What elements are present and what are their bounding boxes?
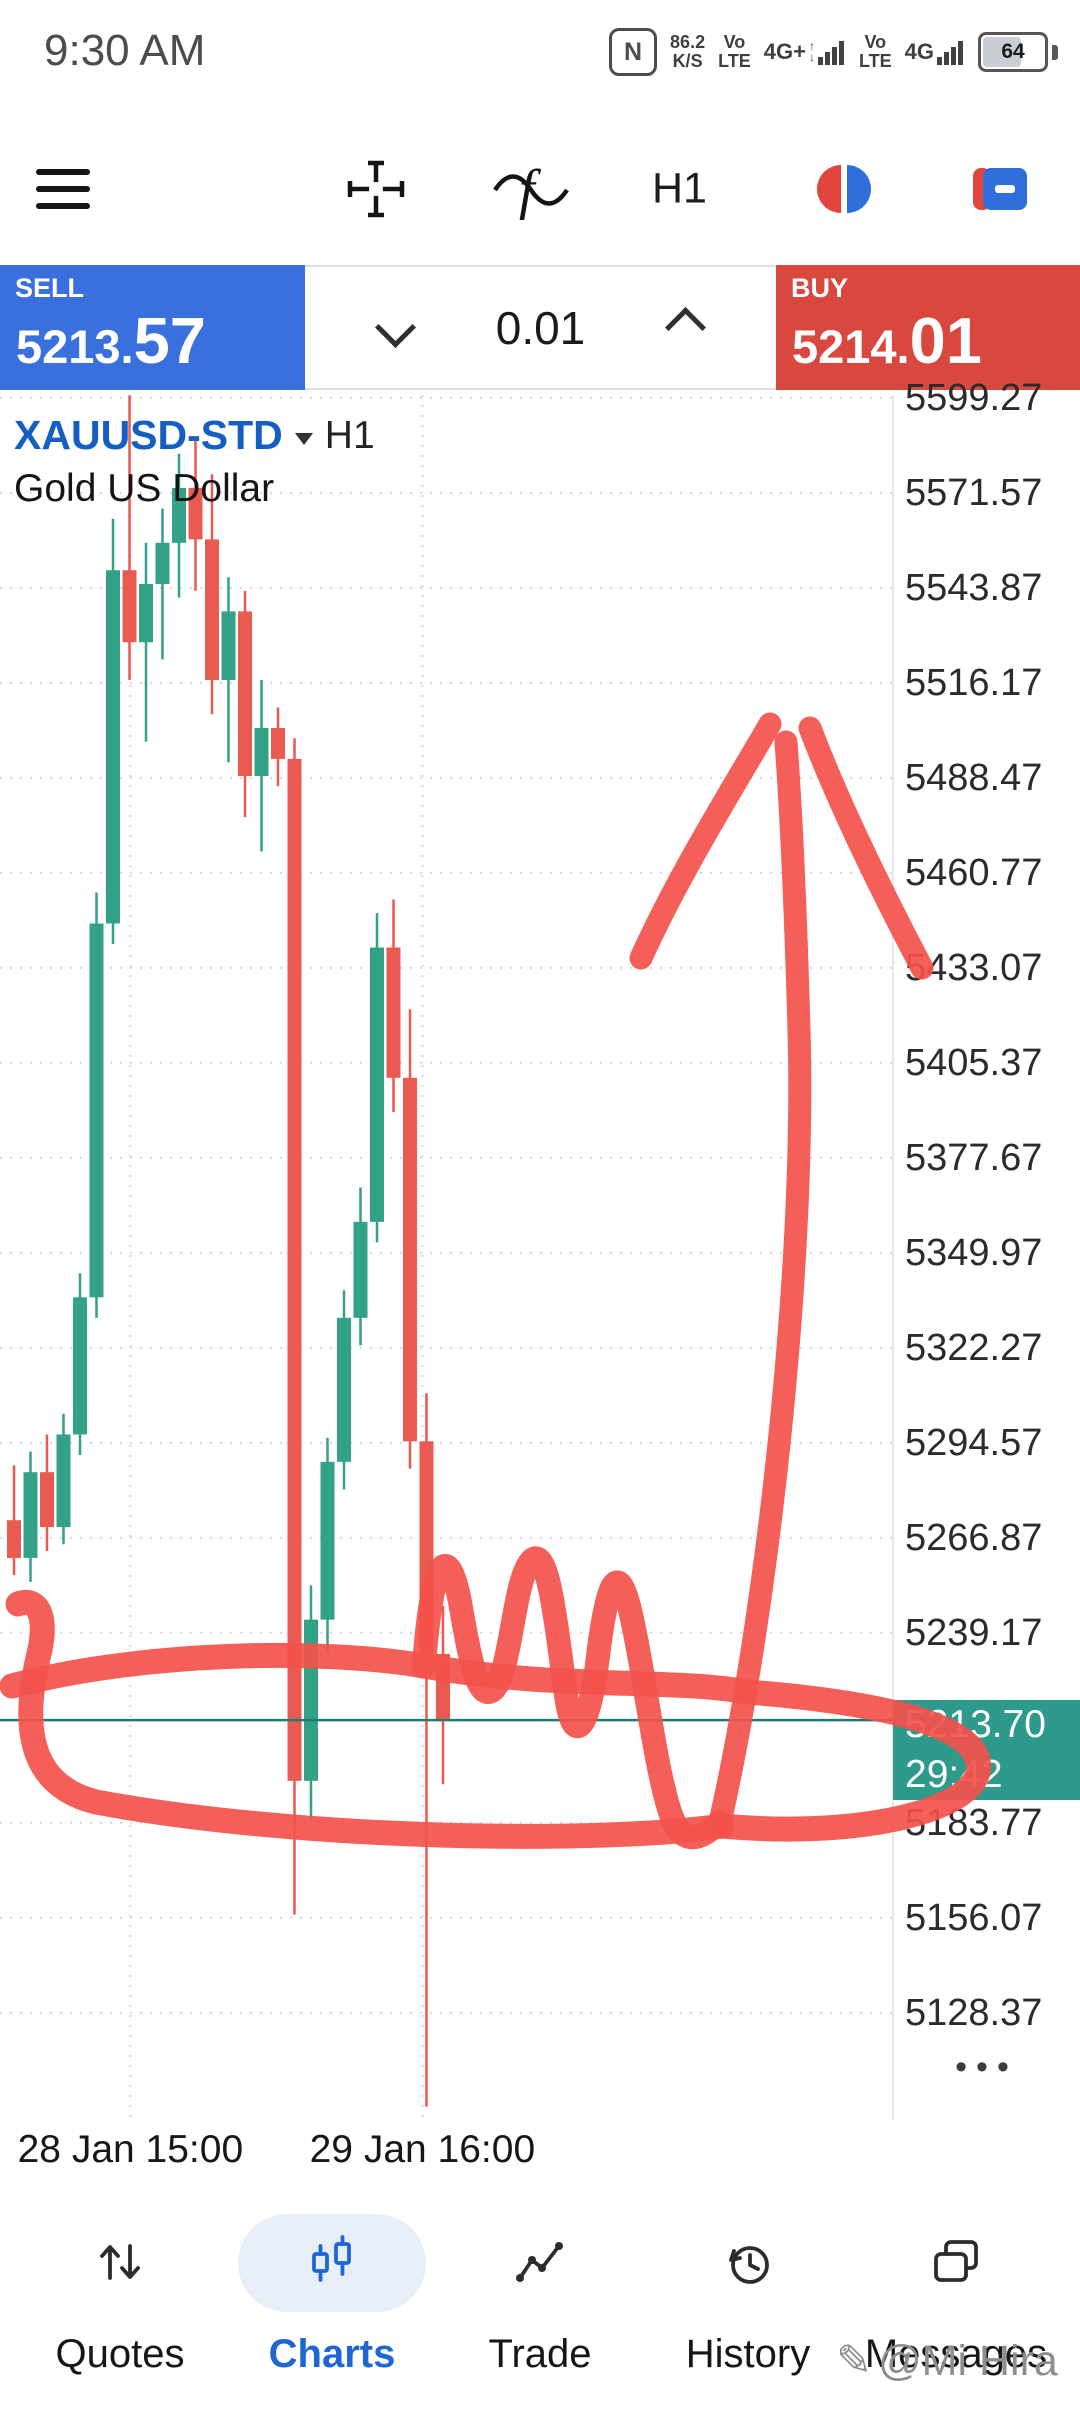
nfc-letter: N [624, 37, 643, 66]
active-tab-pill [238, 2214, 426, 2312]
price-axis-label: 5488.47 [905, 756, 1043, 799]
price-axis-label: 5128.37 [905, 1991, 1043, 2034]
sell-button[interactable]: SELL 5213. 57 [0, 265, 305, 390]
price-axis-label: 5239.17 [905, 1611, 1043, 1654]
volume-control: 0.01 [305, 265, 776, 390]
nfc-icon: N [609, 28, 658, 76]
symbol-dropdown-icon[interactable] [294, 432, 313, 445]
battery-icon: 64 [978, 32, 1048, 72]
nav-history[interactable]: History [658, 2180, 838, 2410]
current-price-badge: 5213.70 29:42 [893, 1700, 1080, 1801]
status-time: 9:30 AM [44, 26, 206, 75]
bottom-nav: Quotes Charts Trade [0, 2180, 1080, 2436]
price-axis-label: 5599.27 [905, 376, 1043, 419]
bar-close-countdown: 29:42 [905, 1753, 1003, 1797]
crosshair-button[interactable] [340, 153, 412, 225]
nav-messages[interactable]: Messages [865, 2180, 1047, 2410]
chart-toolbar: f H1 [0, 128, 1080, 250]
symbol-description: Gold US Dollar [14, 467, 275, 510]
price-axis-label: 5405.37 [905, 1041, 1043, 1084]
nav-charts[interactable]: Charts [242, 2180, 422, 2410]
buy-button[interactable]: BUY 5214. 01 [776, 265, 1080, 390]
nav-trade[interactable]: Trade [450, 2180, 630, 2410]
signal-sim1: 4G+ ↑ ↓ [764, 38, 846, 66]
clock-history-icon [729, 2246, 769, 2284]
price-axis-label: 5294.57 [905, 1421, 1043, 1464]
candles-icon [312, 2235, 351, 2282]
volte-sim1-indicator: Vo LTE [718, 32, 751, 71]
symbol-selector[interactable]: XAUUSD-STD [14, 412, 283, 458]
data-activity-icon: ↑ ↓ [808, 39, 815, 64]
network-speed: 86.2 K/S [670, 32, 706, 71]
price-axis-label: 5433.07 [905, 946, 1043, 989]
time-axis: 28 Jan 15:00 29 Jan 16:00 [0, 2122, 893, 2182]
battery-percent: 64 [1001, 40, 1025, 63]
price-axis-label: 5156.07 [905, 1896, 1043, 1939]
pencil-icon: ✎ [836, 2337, 873, 2385]
chart-timeframe-label: H1 [324, 413, 375, 457]
status-bar: 9:30 AM N 86.2 K/S Vo LTE 4G+ ↑ ↓ Vo [0, 0, 1080, 104]
order-panel: SELL 5213. 57 0.01 BUY 5214. 01 [0, 265, 1080, 390]
price-axis-label: 5322.27 [905, 1326, 1043, 1369]
windows-button[interactable] [971, 166, 1029, 212]
chart-header: XAUUSD-STD H1 Gold US Dollar [14, 412, 375, 511]
axis-overflow-ellipsis: ••• [955, 2048, 1018, 2086]
volume-value[interactable]: 0.01 [495, 301, 586, 354]
volte-sim2-indicator: Vo LTE [858, 32, 892, 71]
timeframe-button[interactable]: H1 [652, 164, 707, 213]
signal-sim2: 4G [905, 38, 965, 66]
line-chart-icon [516, 2242, 563, 2282]
menu-button[interactable] [36, 169, 90, 209]
price-axis-label: 5460.77 [905, 851, 1043, 894]
sell-price: 5213. 57 [16, 304, 206, 377]
current-price-value: 5213.70 [905, 1703, 1046, 1747]
time-label: 28 Jan 15:00 [17, 2128, 244, 2171]
sell-label: SELL [15, 273, 85, 303]
price-axis-label: 5571.57 [905, 471, 1043, 514]
watermark: ✎ @Mi Hira [836, 2336, 1058, 2386]
buy-price: 5214. 01 [792, 304, 982, 377]
status-icons: N 86.2 K/S Vo LTE 4G+ ↑ ↓ Vo LTE [609, 0, 1058, 104]
price-axis[interactable]: 5599.27 5571.57 5543.87 5516.17 5488.47 5460.… [893, 377, 1080, 2120]
nav-quotes[interactable]: Quotes [30, 2180, 210, 2410]
arrows-up-down-icon [100, 2244, 140, 2280]
objects-button[interactable] [816, 161, 872, 217]
indicators-button[interactable]: f [493, 156, 569, 222]
signal-bars-icon [937, 41, 963, 65]
price-axis-label: 5377.67 [905, 1136, 1043, 1179]
price-axis-label: 5266.87 [905, 1516, 1043, 1559]
price-axis-label: 5349.97 [905, 1231, 1043, 1274]
price-axis-label: 5183.77 [905, 1801, 1043, 1844]
time-label: 29 Jan 16:00 [309, 2128, 536, 2171]
chat-bubbles-icon [934, 2240, 978, 2282]
price-axis-label: 5516.17 [905, 661, 1043, 704]
buy-label: BUY [791, 273, 849, 303]
signal-bars-icon [817, 41, 844, 65]
price-axis-label: 5543.87 [905, 566, 1043, 609]
